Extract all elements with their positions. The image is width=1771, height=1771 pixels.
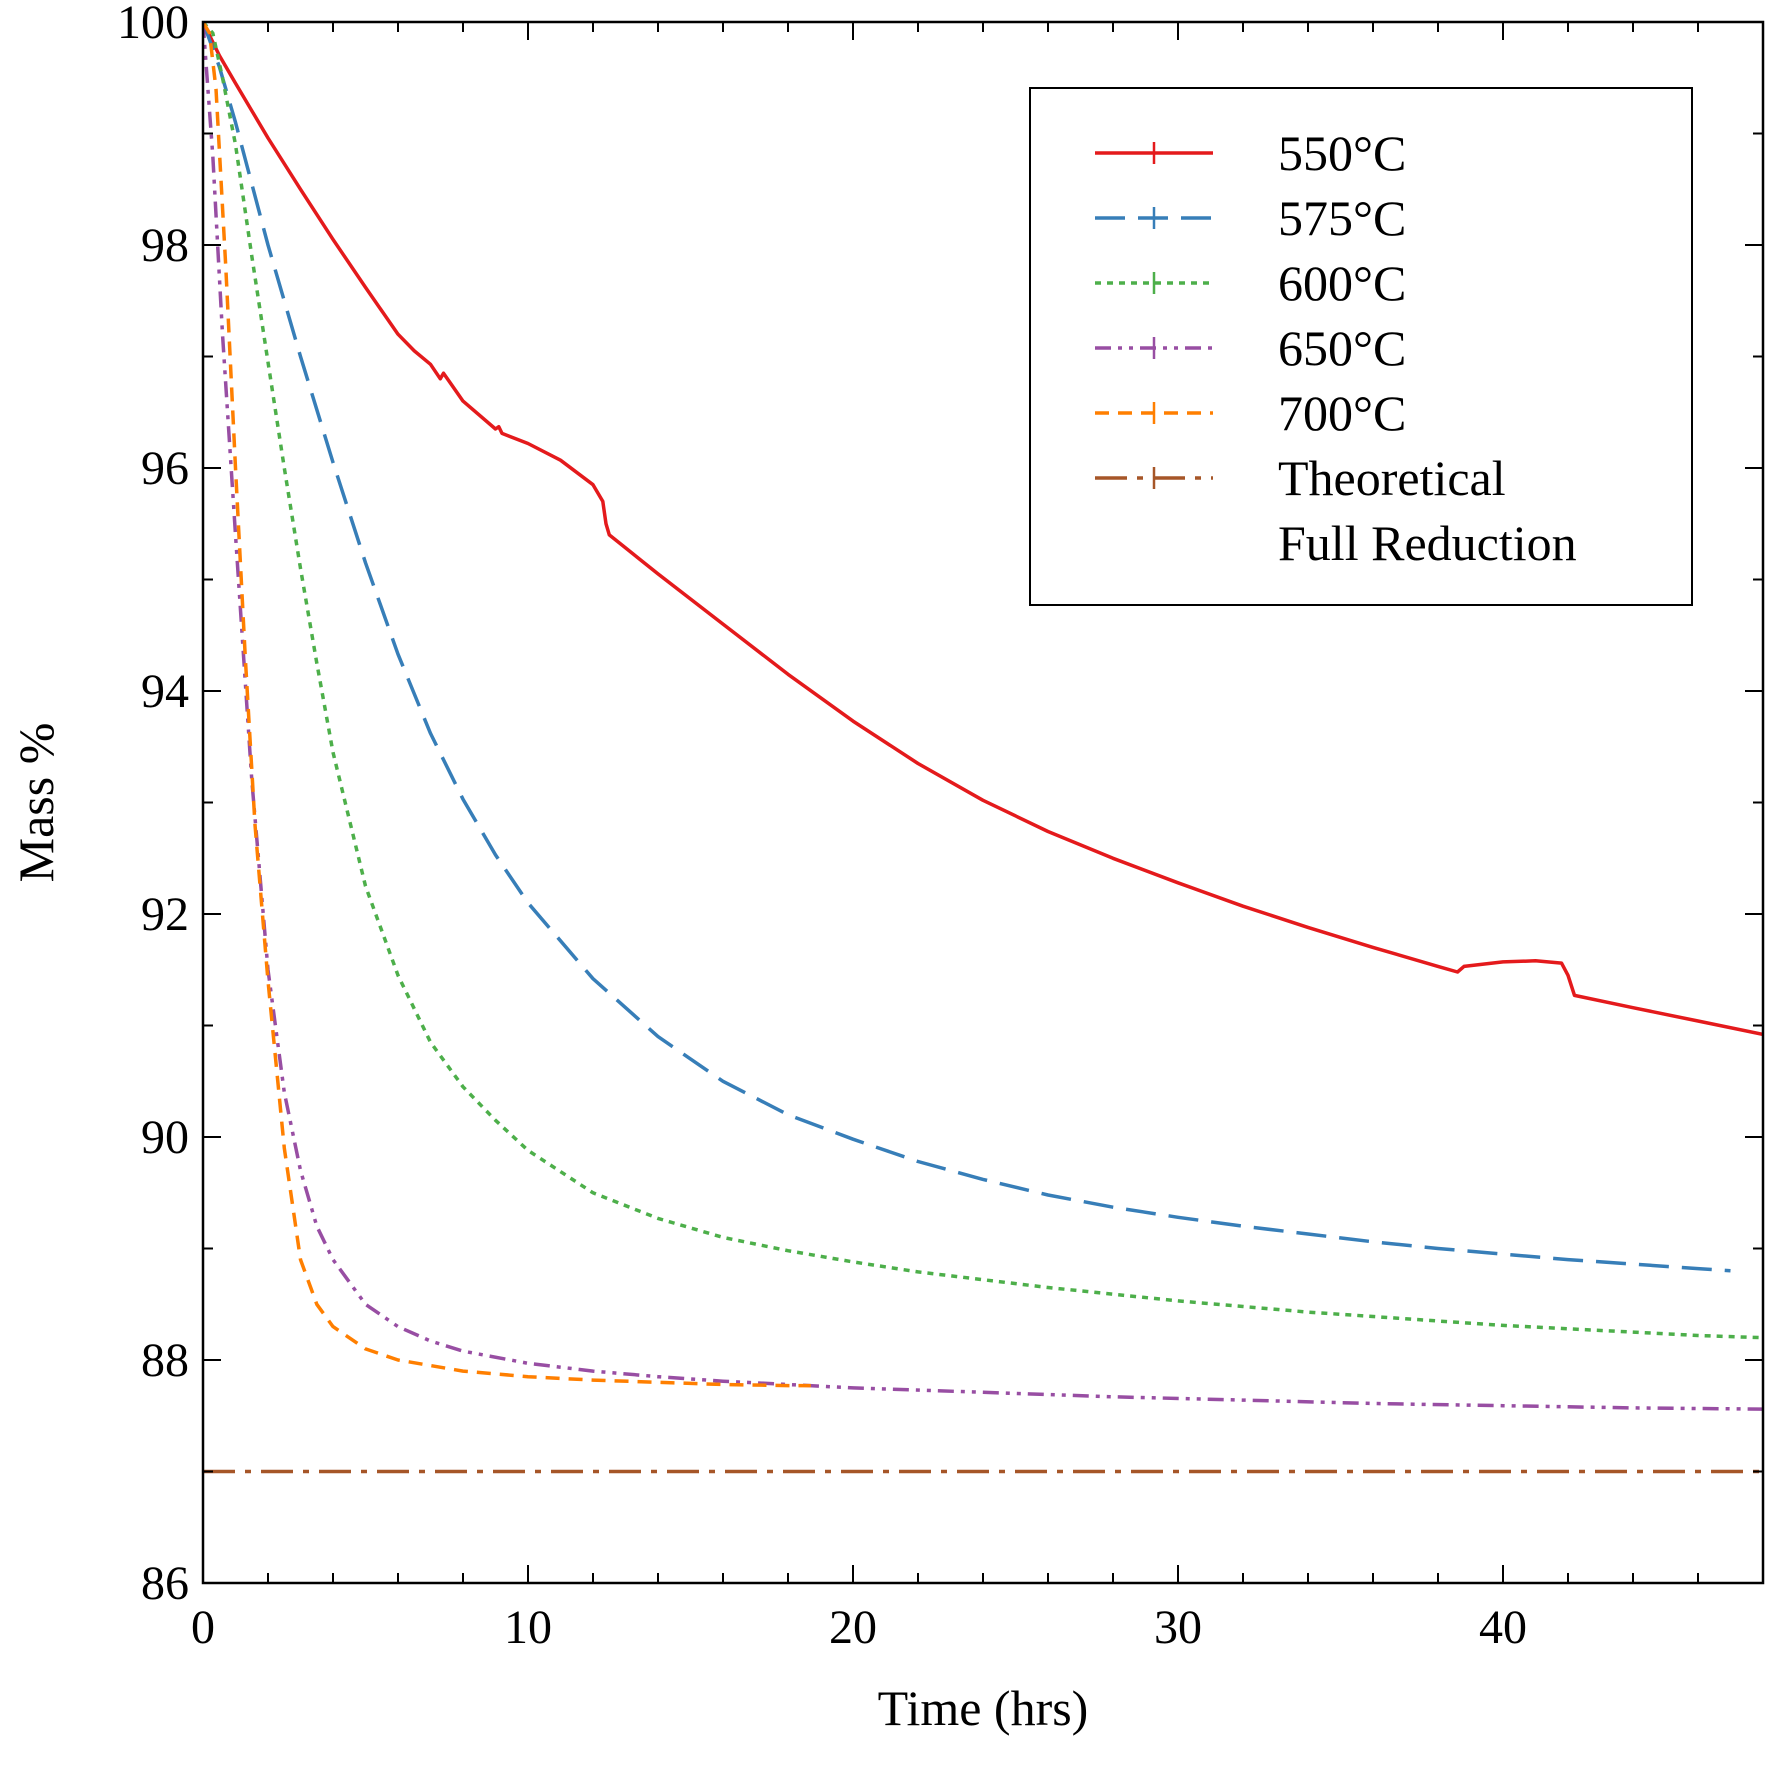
legend-label: 650°C xyxy=(1278,320,1406,376)
x-axis-title: Time (hrs) xyxy=(878,1680,1089,1736)
y-tick-label: 92 xyxy=(141,888,189,941)
tick-labels-layer: 0 10 20 30 40 86 88 90 92 94 96 98 100 xyxy=(117,0,1527,1654)
x-tick-label: 0 xyxy=(191,1601,215,1654)
y-tick-label: 90 xyxy=(141,1111,189,1164)
series-line-3 xyxy=(203,20,1763,1340)
series-layer xyxy=(203,20,1763,1474)
series-line-5 xyxy=(203,21,811,1388)
y-tick-label: 86 xyxy=(141,1557,189,1610)
legend-item-6: Theoretical Full Reduction xyxy=(1095,450,1577,571)
x-tick-label: 10 xyxy=(504,1601,552,1654)
series-line-2 xyxy=(203,21,1731,1273)
legend-label: 700°C xyxy=(1278,385,1406,441)
y-tick-label: 88 xyxy=(141,1334,189,1387)
legend-label: 575°C xyxy=(1278,190,1406,246)
y-tick-label: 100 xyxy=(117,0,189,49)
x-tick-label: 30 xyxy=(1154,1601,1202,1654)
x-tick-label: 40 xyxy=(1479,1601,1527,1654)
legend-label: Full Reduction xyxy=(1278,515,1577,571)
legend-item-5: 700°C xyxy=(1095,385,1406,441)
legend-item-2: 575°C xyxy=(1095,190,1406,246)
series-line-4 xyxy=(203,21,1763,1411)
ticks-layer xyxy=(202,21,1764,1584)
legend-label: Theoretical xyxy=(1278,450,1506,506)
y-axis-title: Mass % xyxy=(8,723,64,883)
y-tick-label: 96 xyxy=(141,442,189,495)
series-line-1 xyxy=(203,21,1763,1037)
legend-item-3: 600°C xyxy=(1095,255,1406,311)
legend-item-4: 650°C xyxy=(1095,320,1406,376)
legend-label: 600°C xyxy=(1278,255,1406,311)
legend-item-1: 550°C xyxy=(1095,125,1406,181)
x-tick-label: 20 xyxy=(829,1601,877,1654)
y-tick-label: 94 xyxy=(141,665,189,718)
legend-label: 550°C xyxy=(1278,125,1406,181)
y-tick-label: 98 xyxy=(141,219,189,272)
legend: 550°C 575°C 600°C 650°C 700°C Theoretical Full… xyxy=(1029,87,1693,606)
